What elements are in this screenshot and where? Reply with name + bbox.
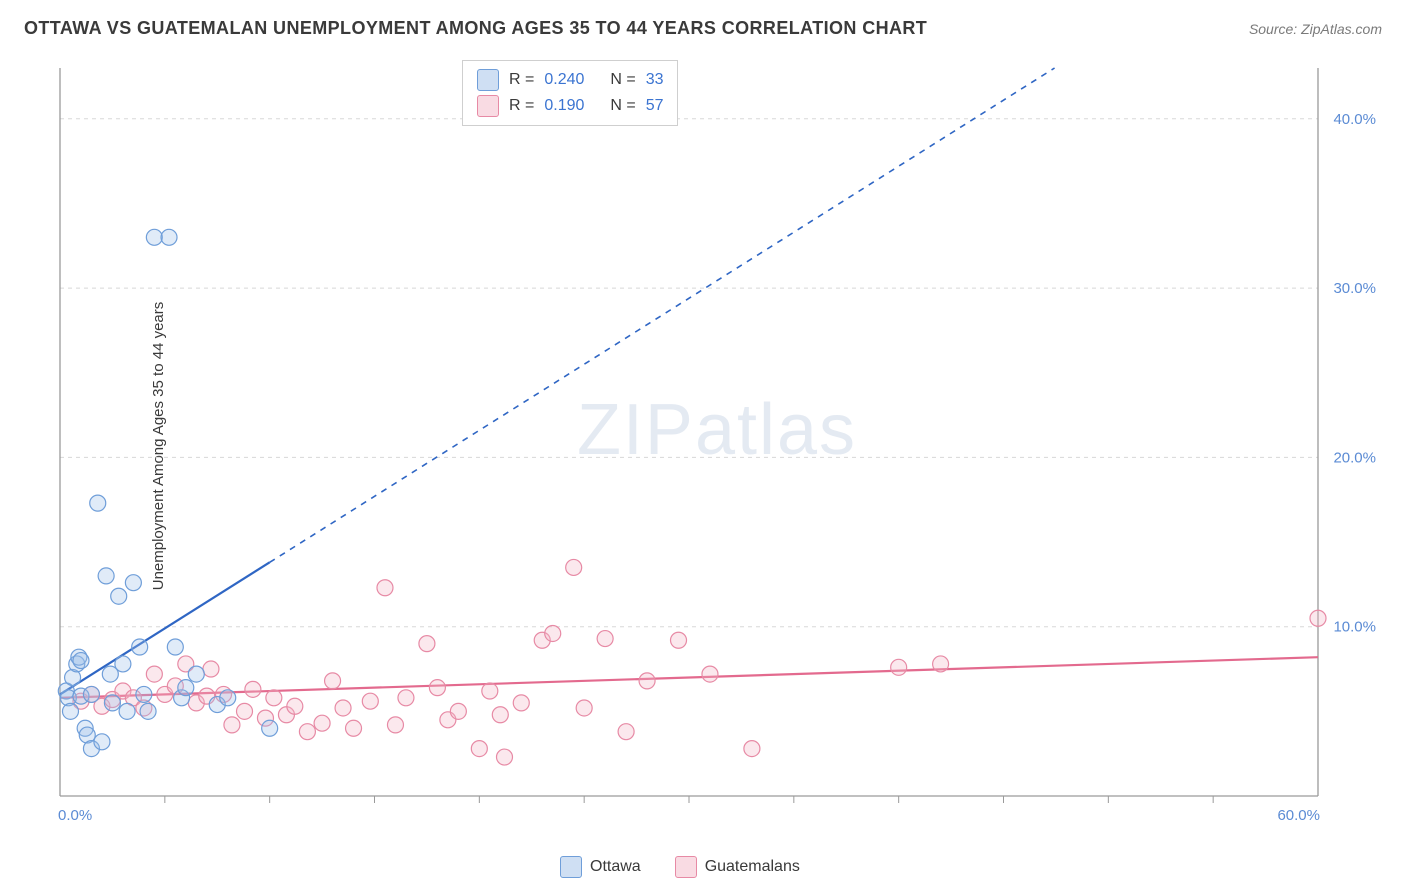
svg-text:0.0%: 0.0% — [58, 807, 92, 824]
chart-title: OTTAWA VS GUATEMALAN UNEMPLOYMENT AMONG … — [24, 18, 927, 39]
svg-text:20.0%: 20.0% — [1333, 449, 1376, 466]
n-value-ottawa: 33 — [646, 67, 664, 93]
legend-item-ottawa: Ottawa — [560, 856, 641, 878]
svg-text:10.0%: 10.0% — [1333, 619, 1376, 636]
legend-row-ottawa: R = 0.240 N = 33 — [477, 67, 663, 93]
legend-item-guatemalans: Guatemalans — [675, 856, 800, 878]
legend-label-ottawa: Ottawa — [590, 858, 641, 876]
n-value-guatemalans: 57 — [646, 93, 664, 119]
svg-text:30.0%: 30.0% — [1333, 280, 1376, 297]
plot-area: 10.0%20.0%30.0%40.0%0.0%60.0% ZIPatlas — [52, 60, 1382, 830]
correlation-legend: R = 0.240 N = 33 R = 0.190 N = 57 — [462, 60, 678, 126]
swatch-guatemalans-icon — [675, 856, 697, 878]
legend-label-guatemalans: Guatemalans — [705, 858, 800, 876]
chart-source: Source: ZipAtlas.com — [1249, 21, 1382, 37]
r-value-guatemalans: 0.190 — [544, 93, 600, 119]
svg-text:40.0%: 40.0% — [1333, 111, 1376, 128]
swatch-ottawa-icon — [560, 856, 582, 878]
swatch-guatemalans — [477, 95, 499, 117]
legend-row-guatemalans: R = 0.190 N = 57 — [477, 93, 663, 119]
series-legend: Ottawa Guatemalans — [560, 856, 800, 878]
swatch-ottawa — [477, 69, 499, 91]
r-value-ottawa: 0.240 — [544, 67, 600, 93]
correlation-scatter: 10.0% 20.0% 30.0% 40.0% 0.0% 60.0% — [52, 60, 1382, 830]
svg-text:60.0%: 60.0% — [1277, 807, 1320, 824]
